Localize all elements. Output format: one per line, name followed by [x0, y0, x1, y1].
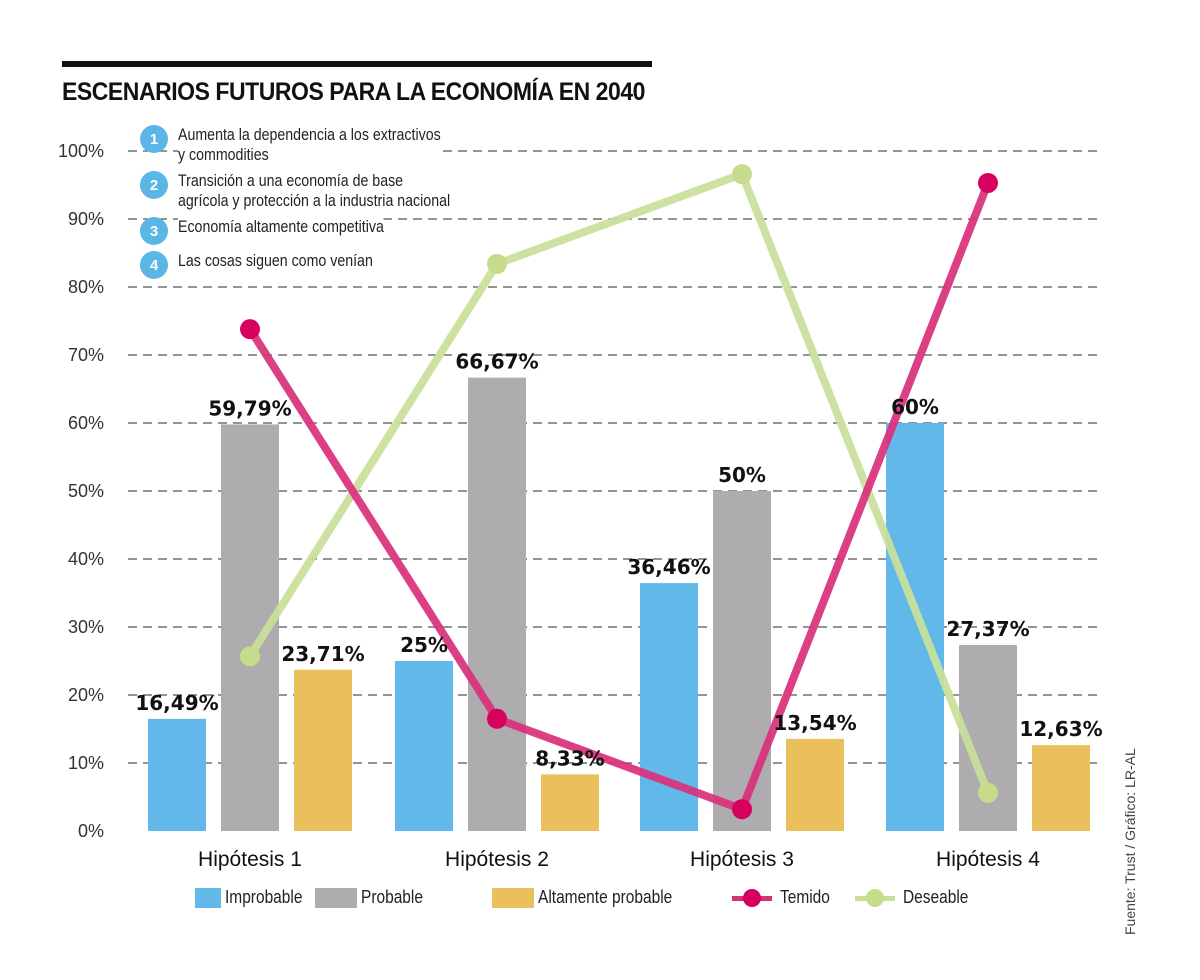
source-credit: Fuente: Trust / Gráfico: LR-AL: [1122, 748, 1138, 935]
legend-swatch-altamente: [492, 887, 534, 908]
y-tick-label: 60%: [68, 413, 104, 433]
point-deseable: [978, 782, 998, 803]
legend-item-probable: Probable: [315, 887, 492, 908]
legend-item-deseable: Deseable: [855, 887, 979, 908]
legend-label-improbable: Improbable: [224, 887, 303, 907]
data-label: 16,49%: [135, 691, 218, 715]
number-badge-3: 3: [140, 217, 168, 245]
y-tick-label: 90%: [68, 209, 104, 229]
note-text-4: Las cosas siguen como venían: [178, 251, 373, 271]
number-badge-1: 1: [140, 125, 168, 153]
legend-label-deseable: Deseable: [903, 887, 969, 907]
point-temido: [978, 172, 998, 193]
legend-label-temido: Temido: [780, 887, 830, 907]
legend-item-altamente-probable: Altamente probable: [492, 887, 732, 908]
point-temido: [240, 319, 260, 340]
data-label: 8,33%: [535, 746, 604, 770]
note-text-2: Transición a una economía de base agríco…: [178, 171, 451, 211]
y-tick-label: 70%: [68, 345, 104, 365]
data-label: 13,54%: [773, 711, 856, 735]
legend-label-altamente: Altamente probable: [538, 887, 673, 907]
y-tick-label: 20%: [68, 685, 104, 705]
number-badge-2: 2: [140, 171, 168, 199]
note-2: 2 Transición a una economía de base agrí…: [140, 171, 494, 211]
y-tick-label: 40%: [68, 549, 104, 569]
data-labels: 16,49% 25% 36,46% 60% 59,79% 66,67% 50% 27,37% 2…: [135, 350, 1102, 771]
data-label: 36,46%: [627, 555, 710, 579]
note-text-3: Economía altamente competitiva: [178, 217, 384, 237]
point-deseable: [487, 253, 507, 274]
y-tick-label: 80%: [68, 277, 104, 297]
data-label: 23,71%: [281, 642, 364, 666]
y-tick-label: 0%: [78, 821, 104, 841]
data-label: 50%: [718, 463, 766, 487]
y-tick-label: 30%: [68, 617, 104, 637]
x-tick-label: Hipótesis 3: [690, 848, 794, 871]
bar-probable: [468, 377, 526, 831]
note-3: 3 Economía altamente competitiva: [140, 217, 494, 245]
legend-label-probable: Probable: [361, 887, 423, 907]
line-temido: [246, 181, 992, 814]
note-4: 4 Las cosas siguen como venían: [140, 251, 494, 279]
bar-improbable: [395, 661, 453, 831]
x-tick-label: Hipótesis 2: [445, 848, 549, 871]
bar-altamente-probable: [541, 774, 599, 831]
legend-item-improbable: Improbable: [195, 887, 315, 908]
data-label: 27,37%: [946, 617, 1029, 641]
line-deseable: [246, 170, 992, 795]
point-temido: [487, 708, 507, 729]
legend-swatch-improbable: [195, 887, 221, 908]
data-label: 12,63%: [1019, 717, 1102, 741]
note-1: 1 Aumenta la dependencia a los extractiv…: [140, 125, 494, 165]
legend-swatch-temido: [732, 888, 772, 908]
y-tick-label: 10%: [68, 753, 104, 773]
bar-improbable: [886, 423, 944, 831]
bars: [148, 377, 1090, 831]
bar-altamente-probable: [294, 669, 352, 831]
note-text-1: Aumenta la dependencia a los extractivos…: [178, 125, 441, 165]
legend: Improbable Probable Altamente probable T…: [195, 887, 979, 908]
point-deseable: [240, 646, 260, 667]
data-label: 25%: [400, 633, 448, 657]
bar-altamente-probable: [1032, 745, 1090, 831]
x-tick-label: Hipótesis 4: [936, 848, 1040, 871]
x-axis-ticks: Hipótesis 1 Hipótesis 2 Hipótesis 3 Hipótes…: [198, 848, 1040, 871]
y-axis-ticks: 0% 10% 20% 30% 40% 50% 60% 70% 80% 90% 100%: [58, 141, 104, 841]
data-label: 59,79%: [208, 396, 291, 420]
point-deseable: [732, 164, 752, 185]
title-rule: [62, 61, 652, 67]
legend-item-temido: Temido: [732, 887, 855, 908]
chart-title: ESCENARIOS FUTUROS PARA LA ECONOMÍA EN 2…: [62, 78, 645, 106]
bar-altamente-probable: [786, 738, 844, 831]
hypothesis-notes: 1 Aumenta la dependencia a los extractiv…: [140, 125, 494, 285]
legend-swatch-deseable: [855, 888, 895, 908]
legend-swatch-probable: [315, 887, 357, 908]
y-tick-label: 100%: [58, 141, 104, 161]
x-tick-label: Hipótesis 1: [198, 848, 302, 871]
data-label: 66,67%: [455, 350, 538, 374]
y-tick-label: 50%: [68, 481, 104, 501]
number-badge-4: 4: [140, 251, 168, 279]
bar-improbable: [148, 718, 206, 831]
bar-probable: [713, 491, 771, 831]
point-temido: [732, 799, 752, 820]
data-label: 60%: [891, 395, 939, 419]
lines: [240, 164, 998, 820]
